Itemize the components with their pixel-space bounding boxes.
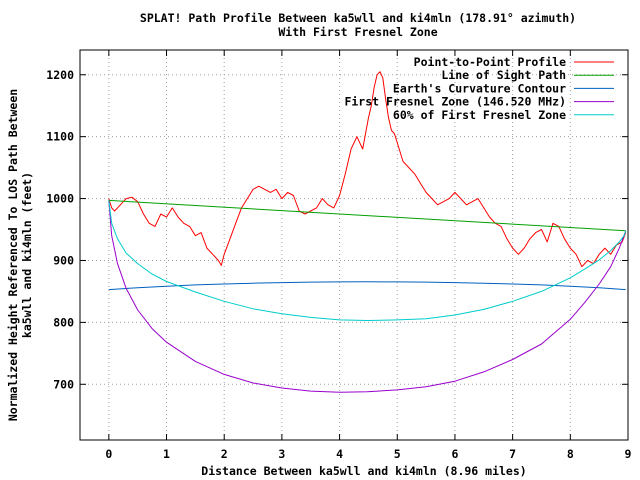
x-tick-label: 2 (221, 447, 228, 461)
y-tick-label: 1200 (46, 68, 74, 82)
series-line-earth-curvature (108, 281, 626, 291)
chart-title: SPLAT! Path Profile Between ka5wll and k… (140, 11, 576, 25)
series-line-line-of-sight (108, 199, 626, 232)
y-axis-label-line2: ka5wll and ki4mln (feet) (20, 172, 34, 338)
x-tick-label: 3 (278, 447, 285, 461)
x-tick-label: 7 (509, 447, 516, 461)
legend-label-first-fresnel-zone: First Fresnel Zone (146.520 MHz) (344, 95, 566, 109)
series-line-first-fresnel-zone (108, 200, 627, 393)
x-axis-label: Distance Between ka5wll and ki4mln (8.96… (201, 464, 526, 478)
y-tick-label: 1000 (46, 192, 74, 206)
y-tick-label: 900 (53, 253, 74, 267)
axis-ticks: 0 1 2 3 4 5 6 7 8 9 700 800 900 1000 1100 1200 (46, 50, 632, 461)
legend-label-sixty-percent-fresnel-zone: 60% of First Fresnel Zone (393, 108, 566, 122)
legend-label-line-of-sight: Line of Sight Path (441, 68, 566, 82)
x-tick-label: 0 (105, 447, 112, 461)
y-axis-label-line1: Normalized Height Referenced To LOS Path… (6, 89, 20, 421)
y-tick-label: 800 (53, 315, 74, 329)
x-tick-label: 6 (451, 447, 458, 461)
chart-subtitle: With First Fresnel Zone (278, 25, 437, 39)
plot-area-frame (79, 49, 629, 441)
y-tick-label: 700 (53, 377, 74, 391)
x-tick-label: 9 (625, 447, 632, 461)
series-line-sixty-percent-fresnel-zone (108, 200, 627, 321)
x-tick-label: 1 (163, 447, 170, 461)
y-tick-label: 1100 (46, 130, 74, 144)
series-lines (108, 71, 627, 393)
x-tick-label: 5 (394, 447, 401, 461)
legend-label-profile: Point-to-Point Profile (414, 55, 566, 69)
x-tick-label: 4 (336, 447, 343, 461)
series-line-profile (108, 71, 627, 268)
x-tick-label: 8 (567, 447, 574, 461)
legend-label-earth-curvature: Earth's Curvature Contour (393, 81, 566, 95)
